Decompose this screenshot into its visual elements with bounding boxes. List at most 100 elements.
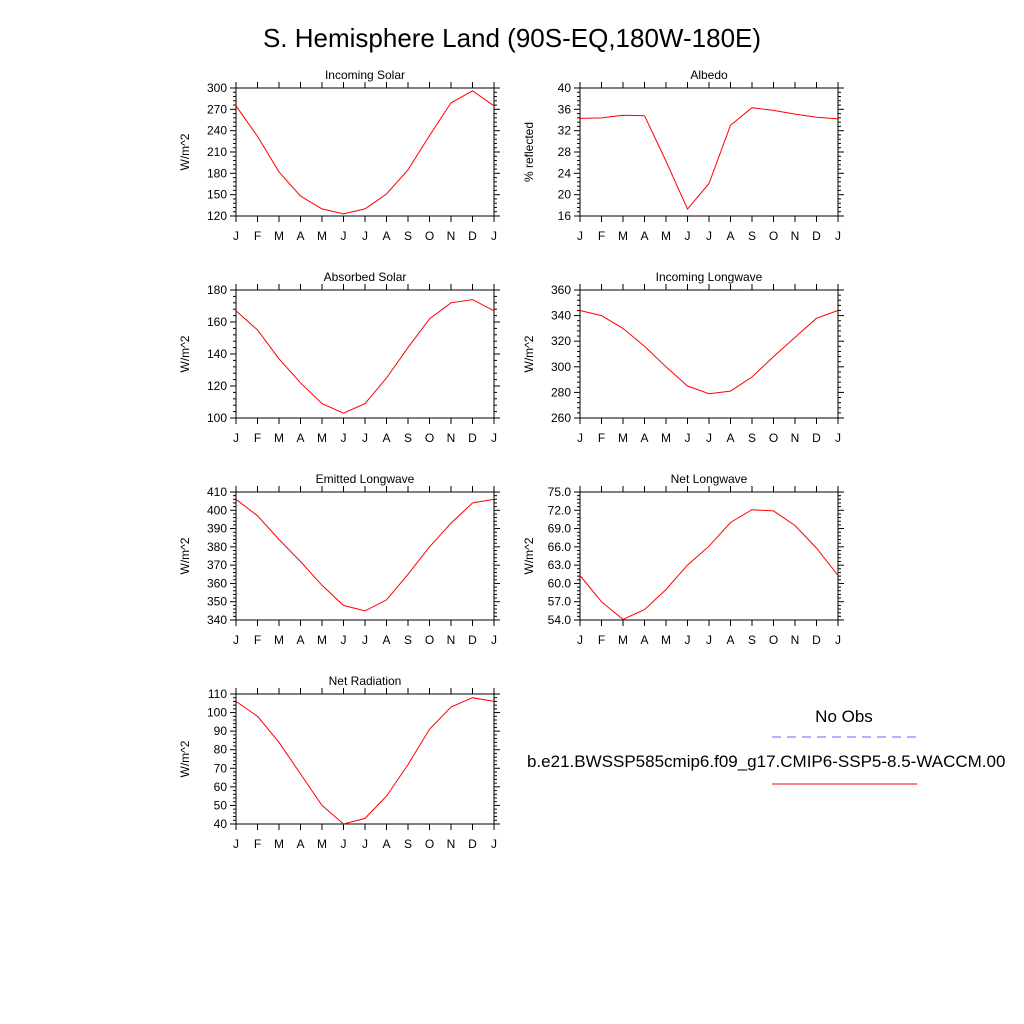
x-tick-label: A <box>726 229 734 243</box>
x-tick-label: J <box>491 633 497 647</box>
y-tick-label: 63.0 <box>548 558 572 572</box>
x-tick-label: A <box>382 837 390 851</box>
x-tick-label: S <box>748 229 756 243</box>
x-tick-label: S <box>404 837 412 851</box>
y-axis-label: W/m^2 <box>522 335 536 372</box>
plot-frame <box>235 87 495 217</box>
chart-title: Absorbed Solar <box>324 270 407 284</box>
x-tick-label: S <box>748 633 756 647</box>
x-tick-label: A <box>296 431 304 445</box>
chart-panel: Net Longwave W/m^2 54.0 57.0 60.0 63.0 66.0 69.… <box>522 472 844 647</box>
series-line <box>235 498 495 612</box>
x-tick-label: A <box>726 431 734 445</box>
x-tick-label: O <box>425 837 434 851</box>
x-tick-label: A <box>382 633 390 647</box>
y-axis-label: W/m^2 <box>178 740 192 777</box>
series-line <box>235 697 495 825</box>
y-tick-label: 260 <box>551 411 571 425</box>
y-tick-label: 380 <box>207 540 227 554</box>
x-tick-label: A <box>296 633 304 647</box>
series-line <box>235 299 495 414</box>
x-tick-label: F <box>254 431 261 445</box>
x-tick-label: J <box>491 229 497 243</box>
y-tick-label: 20 <box>558 188 572 202</box>
y-tick-label: 120 <box>207 379 227 393</box>
x-tick-label: J <box>233 837 239 851</box>
x-tick-label: J <box>685 633 691 647</box>
y-tick-label: 300 <box>551 360 571 374</box>
x-tick-label: A <box>382 431 390 445</box>
x-tick-label: S <box>404 229 412 243</box>
y-tick-label: 360 <box>207 576 227 590</box>
series-line <box>579 107 839 211</box>
x-tick-label: J <box>233 229 239 243</box>
chart-title: Net Longwave <box>671 472 748 486</box>
x-tick-label: J <box>362 431 368 445</box>
x-tick-label: F <box>598 229 605 243</box>
plot-frame <box>235 693 495 825</box>
x-tick-label: J <box>577 431 583 445</box>
x-tick-label: J <box>341 431 347 445</box>
x-tick-label: M <box>661 229 671 243</box>
x-tick-label: J <box>341 837 347 851</box>
x-tick-label: A <box>296 229 304 243</box>
chart-panel: Incoming Longwave W/m^2 260 280 300 320 340 360… <box>522 270 844 445</box>
x-tick-label: J <box>233 633 239 647</box>
x-tick-label: S <box>748 431 756 445</box>
y-tick-label: 54.0 <box>548 613 572 627</box>
x-tick-label: N <box>447 633 456 647</box>
x-tick-label: M <box>274 837 284 851</box>
x-tick-label: F <box>598 633 605 647</box>
y-tick-label: 28 <box>558 145 572 159</box>
y-tick-label: 69.0 <box>548 522 572 536</box>
x-tick-label: J <box>491 431 497 445</box>
chart-title: Net Radiation <box>329 674 402 688</box>
y-tick-label: 370 <box>207 558 227 572</box>
x-tick-label: J <box>341 633 347 647</box>
x-tick-label: M <box>618 229 628 243</box>
x-tick-label: N <box>447 431 456 445</box>
y-tick-label: 57.0 <box>548 595 572 609</box>
chart-title: Incoming Solar <box>325 68 405 82</box>
x-tick-label: M <box>274 633 284 647</box>
x-tick-label: D <box>812 229 821 243</box>
x-tick-label: F <box>254 837 261 851</box>
y-tick-label: 150 <box>207 188 227 202</box>
x-tick-label: A <box>726 633 734 647</box>
y-axis-label: % reflected <box>522 122 536 182</box>
x-tick-label: M <box>274 229 284 243</box>
x-tick-label: J <box>362 229 368 243</box>
y-tick-label: 350 <box>207 595 227 609</box>
y-tick-label: 100 <box>207 706 227 720</box>
x-tick-label: A <box>296 837 304 851</box>
x-tick-label: M <box>317 837 327 851</box>
x-tick-label: O <box>769 229 778 243</box>
x-tick-label: J <box>835 431 841 445</box>
x-tick-label: J <box>685 431 691 445</box>
y-tick-label: 160 <box>207 315 227 329</box>
y-tick-label: 180 <box>207 166 227 180</box>
y-tick-label: 340 <box>551 309 571 323</box>
y-tick-label: 40 <box>214 817 228 831</box>
plot-frame <box>235 491 495 621</box>
y-axis-label: W/m^2 <box>178 335 192 372</box>
x-tick-label: J <box>362 837 368 851</box>
y-tick-label: 16 <box>558 209 572 223</box>
y-tick-label: 120 <box>207 209 227 223</box>
x-tick-label: N <box>447 229 456 243</box>
x-tick-label: J <box>706 229 712 243</box>
x-tick-label: D <box>812 633 821 647</box>
y-tick-label: 72.0 <box>548 503 572 517</box>
y-tick-label: 60.0 <box>548 576 572 590</box>
x-tick-label: J <box>706 633 712 647</box>
y-tick-label: 90 <box>214 724 228 738</box>
x-tick-label: J <box>362 633 368 647</box>
x-tick-label: D <box>468 837 477 851</box>
legend: No Obs b.e21.BWSSP585cmip6.f09_g17.CMIP6… <box>527 707 1005 785</box>
y-tick-label: 300 <box>207 81 227 95</box>
x-tick-label: M <box>317 229 327 243</box>
x-tick-label: N <box>791 229 800 243</box>
x-tick-label: O <box>769 633 778 647</box>
